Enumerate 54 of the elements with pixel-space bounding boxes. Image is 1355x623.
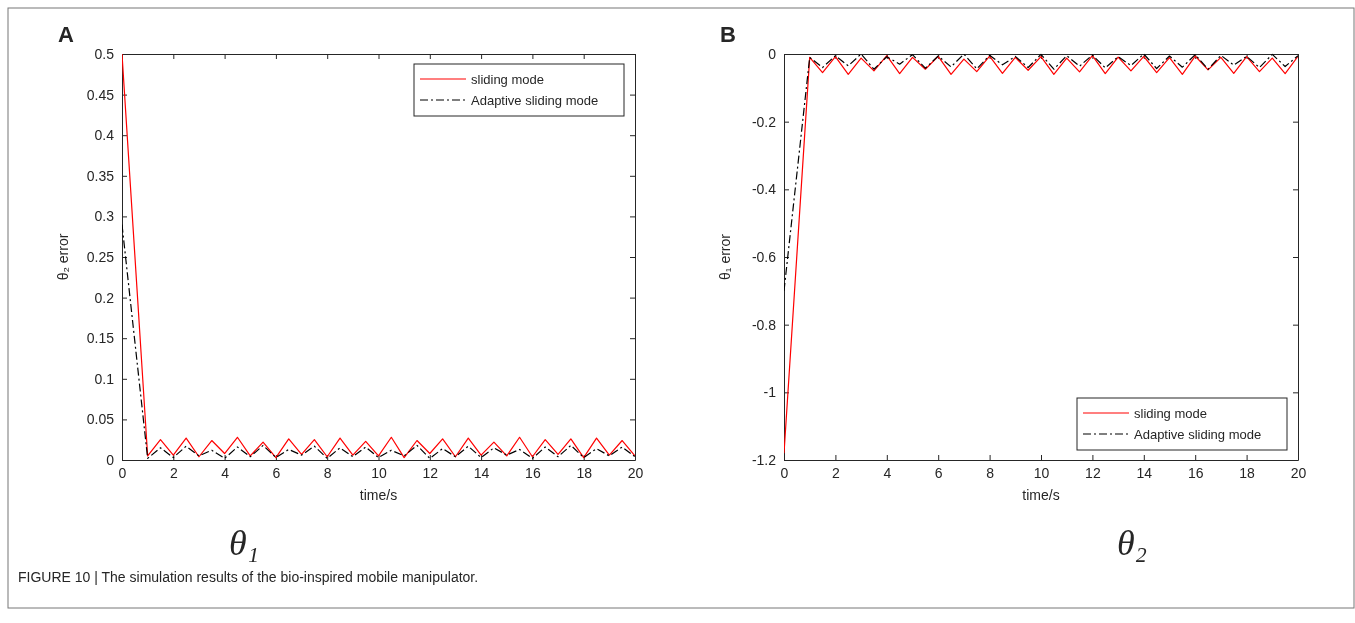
x-tick-label: 10 — [371, 464, 387, 481]
x-tick-label: 4 — [883, 464, 892, 481]
y-tick-label: -1 — [763, 384, 777, 401]
x-tick-label: 16 — [525, 464, 541, 481]
legend-label: sliding mode — [471, 72, 544, 87]
x-tick-label: 16 — [1187, 464, 1204, 481]
x-tick-label: 2 — [832, 464, 840, 481]
y-tick-label: -1.2 — [751, 451, 777, 468]
x-tick-label: 2 — [169, 464, 178, 481]
x-tick-label: 14 — [1136, 464, 1153, 481]
x-tick-label: 20 — [1290, 464, 1307, 481]
x-tick-label: 12 — [1085, 464, 1101, 481]
text: θ₁ — [228, 523, 260, 563]
x-axis-title: time/s — [1022, 487, 1060, 503]
x-tick-label: 0 — [118, 464, 127, 481]
y-tick-label: 0.25 — [86, 248, 115, 265]
x-tick-label: 10 — [1033, 464, 1050, 481]
y-tick-label: 0.3 — [94, 208, 115, 225]
x-axis-title: time/s — [359, 487, 398, 503]
y-tick-label: -0.6 — [751, 248, 777, 265]
y-tick-label: -0.2 — [751, 113, 777, 130]
x-tick-label: 8 — [323, 464, 332, 481]
x-tick-label: 18 — [1239, 464, 1256, 481]
x-tick-label: 0 — [780, 464, 789, 481]
y-tick-label: 0 — [768, 45, 777, 62]
y-tick-label: 0.15 — [86, 330, 115, 347]
text: θ₂ — [1116, 523, 1148, 563]
y-axis-title: θ₁ error — [717, 233, 733, 280]
x-tick-label: 6 — [272, 464, 281, 481]
chart-title: B — [720, 22, 736, 47]
chart-title: A — [58, 22, 74, 47]
y-axis-title: θ₂ error — [55, 233, 71, 281]
x-tick-label: 20 — [627, 464, 644, 481]
legend-label: Adaptive sliding mode — [1134, 427, 1262, 442]
y-tick-label: 0.1 — [94, 370, 115, 387]
x-tick-label: 18 — [576, 464, 593, 481]
y-tick-label: -0.4 — [751, 181, 777, 198]
x-tick-label: 8 — [986, 464, 995, 481]
legend-label: sliding mode — [1134, 406, 1207, 421]
y-tick-label: 0.2 — [94, 289, 115, 306]
caption: FIGURE 10 | The simulation results of the bio-inspired mobile manipulator. — [18, 569, 479, 585]
x-tick-label: 14 — [473, 464, 490, 481]
y-tick-label: 0.4 — [94, 127, 115, 144]
y-tick-label: 0.45 — [86, 86, 115, 103]
line-series — [122, 53, 635, 459]
x-tick-label: 12 — [422, 464, 439, 481]
y-tick-label: 0.05 — [86, 411, 115, 428]
x-tick-label: 6 — [934, 464, 943, 481]
legend-label: Adaptive sliding mode — [471, 93, 599, 108]
y-tick-label: 0 — [106, 451, 115, 468]
x-tick-label: 4 — [221, 464, 230, 481]
y-tick-label: 0.35 — [86, 167, 115, 184]
y-tick-label: -0.8 — [751, 316, 777, 333]
y-tick-label: 0.5 — [94, 45, 115, 62]
